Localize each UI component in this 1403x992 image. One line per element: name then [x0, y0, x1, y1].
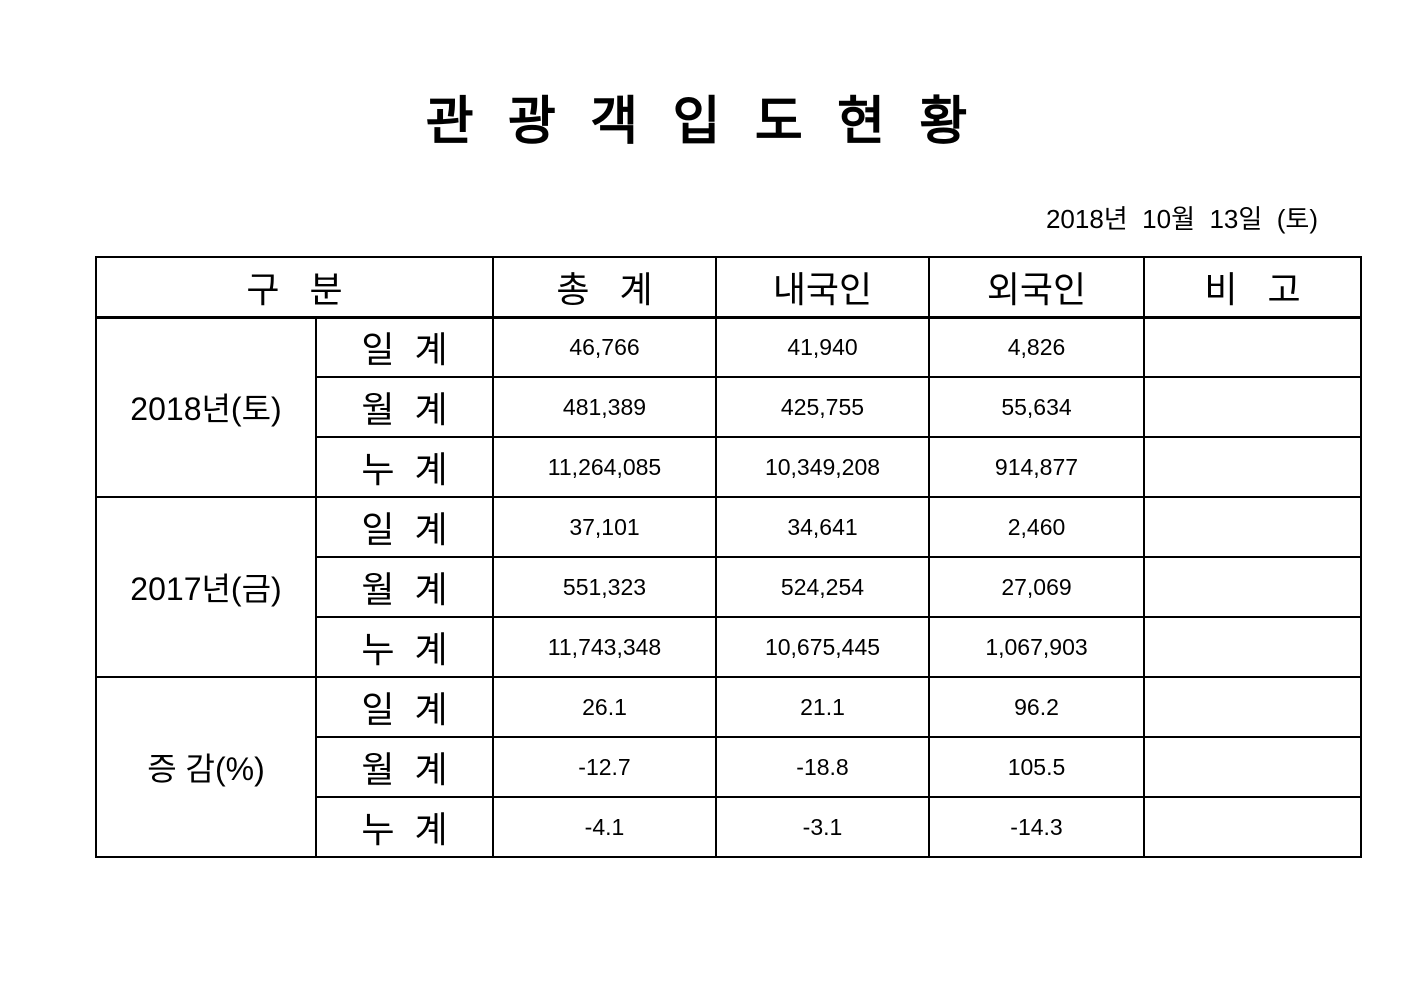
table-row: 월 계 551,323 524,254 27,069 — [96, 556, 1362, 618]
total-value: -12.7 — [492, 736, 717, 798]
total-value: 11,264,085 — [492, 436, 717, 498]
domestic-value: 21.1 — [715, 676, 930, 738]
remarks-cell — [1143, 496, 1362, 558]
row-label-cumulative: 누 계 — [315, 436, 494, 498]
total-value: -4.1 — [492, 796, 717, 858]
total-value: 26.1 — [492, 676, 717, 738]
total-value: 551,323 — [492, 556, 717, 618]
group-label-2017: 2017년(금) — [95, 496, 317, 678]
domestic-value: 425,755 — [715, 376, 930, 438]
remarks-cell — [1143, 736, 1362, 798]
domestic-value: 10,349,208 — [715, 436, 930, 498]
table-header-row: 구 분 총 계 내국인 외국인 비 고 — [95, 256, 1362, 319]
row-label-cumulative: 누 계 — [315, 616, 494, 678]
total-value: 46,766 — [492, 316, 717, 378]
total-value: 11,743,348 — [492, 616, 717, 678]
foreign-value: 27,069 — [928, 556, 1145, 618]
table-row: 월 계 -12.7 -18.8 105.5 — [96, 736, 1362, 798]
row-label-daily: 일 계 — [315, 496, 494, 558]
table-row: 2017년(금) 일 계 37,101 34,641 2,460 — [95, 496, 1362, 678]
foreign-value: 1,067,903 — [928, 616, 1145, 678]
foreign-value: 2,460 — [928, 496, 1145, 558]
row-label-daily: 일 계 — [315, 676, 494, 738]
total-value: 37,101 — [492, 496, 717, 558]
remarks-cell — [1143, 676, 1362, 738]
header-foreign: 외국인 — [928, 256, 1145, 319]
remarks-cell — [1143, 316, 1362, 378]
table-row: 누 계 -4.1 -3.1 -14.3 — [96, 796, 1362, 858]
remarks-cell — [1143, 556, 1362, 618]
remarks-cell — [1143, 616, 1362, 678]
page-title: 관 광 객 입 도 현 황 — [425, 93, 978, 151]
table-row: 누 계 11,264,085 10,349,208 914,877 — [96, 436, 1362, 498]
foreign-value: 914,877 — [928, 436, 1145, 498]
row-label-cumulative: 누 계 — [315, 796, 494, 858]
row-label-monthly: 월 계 — [315, 736, 494, 798]
header-domestic: 내국인 — [715, 256, 930, 319]
remarks-cell — [1143, 376, 1362, 438]
foreign-value: 55,634 — [928, 376, 1145, 438]
domestic-value: 10,675,445 — [715, 616, 930, 678]
domestic-value: -18.8 — [715, 736, 930, 798]
table-row: 누 계 11,743,348 10,675,445 1,067,903 — [96, 616, 1362, 678]
domestic-value: 34,641 — [715, 496, 930, 558]
domestic-value: 524,254 — [715, 556, 930, 618]
tourist-arrivals-table: 구 분 총 계 내국인 외국인 비 고 2018년(토) 일 계 46,766 … — [95, 256, 1362, 858]
remarks-cell — [1143, 796, 1362, 858]
group-label-2018: 2018년(토) — [95, 316, 317, 498]
foreign-value: 105.5 — [928, 736, 1145, 798]
domestic-value: 41,940 — [715, 316, 930, 378]
table-row: 월 계 481,389 425,755 55,634 — [96, 376, 1362, 438]
header-category: 구 분 — [95, 256, 494, 319]
row-label-monthly: 월 계 — [315, 376, 494, 438]
header-remarks: 비 고 — [1143, 256, 1362, 319]
table-row: 2018년(토) 일 계 46,766 41,940 4,826 — [95, 316, 1362, 498]
table-row: 증 감(%) 일 계 26.1 21.1 96.2 — [95, 676, 1362, 858]
foreign-value: 4,826 — [928, 316, 1145, 378]
row-label-monthly: 월 계 — [315, 556, 494, 618]
foreign-value: 96.2 — [928, 676, 1145, 738]
remarks-cell — [1143, 436, 1362, 498]
report-date: 2018년 10월 13일 (토) — [1045, 204, 1318, 234]
group-label-change: 증 감(%) — [95, 676, 317, 858]
row-label-daily: 일 계 — [315, 316, 494, 378]
header-total: 총 계 — [492, 256, 717, 319]
foreign-value: -14.3 — [928, 796, 1145, 858]
domestic-value: -3.1 — [715, 796, 930, 858]
total-value: 481,389 — [492, 376, 717, 438]
